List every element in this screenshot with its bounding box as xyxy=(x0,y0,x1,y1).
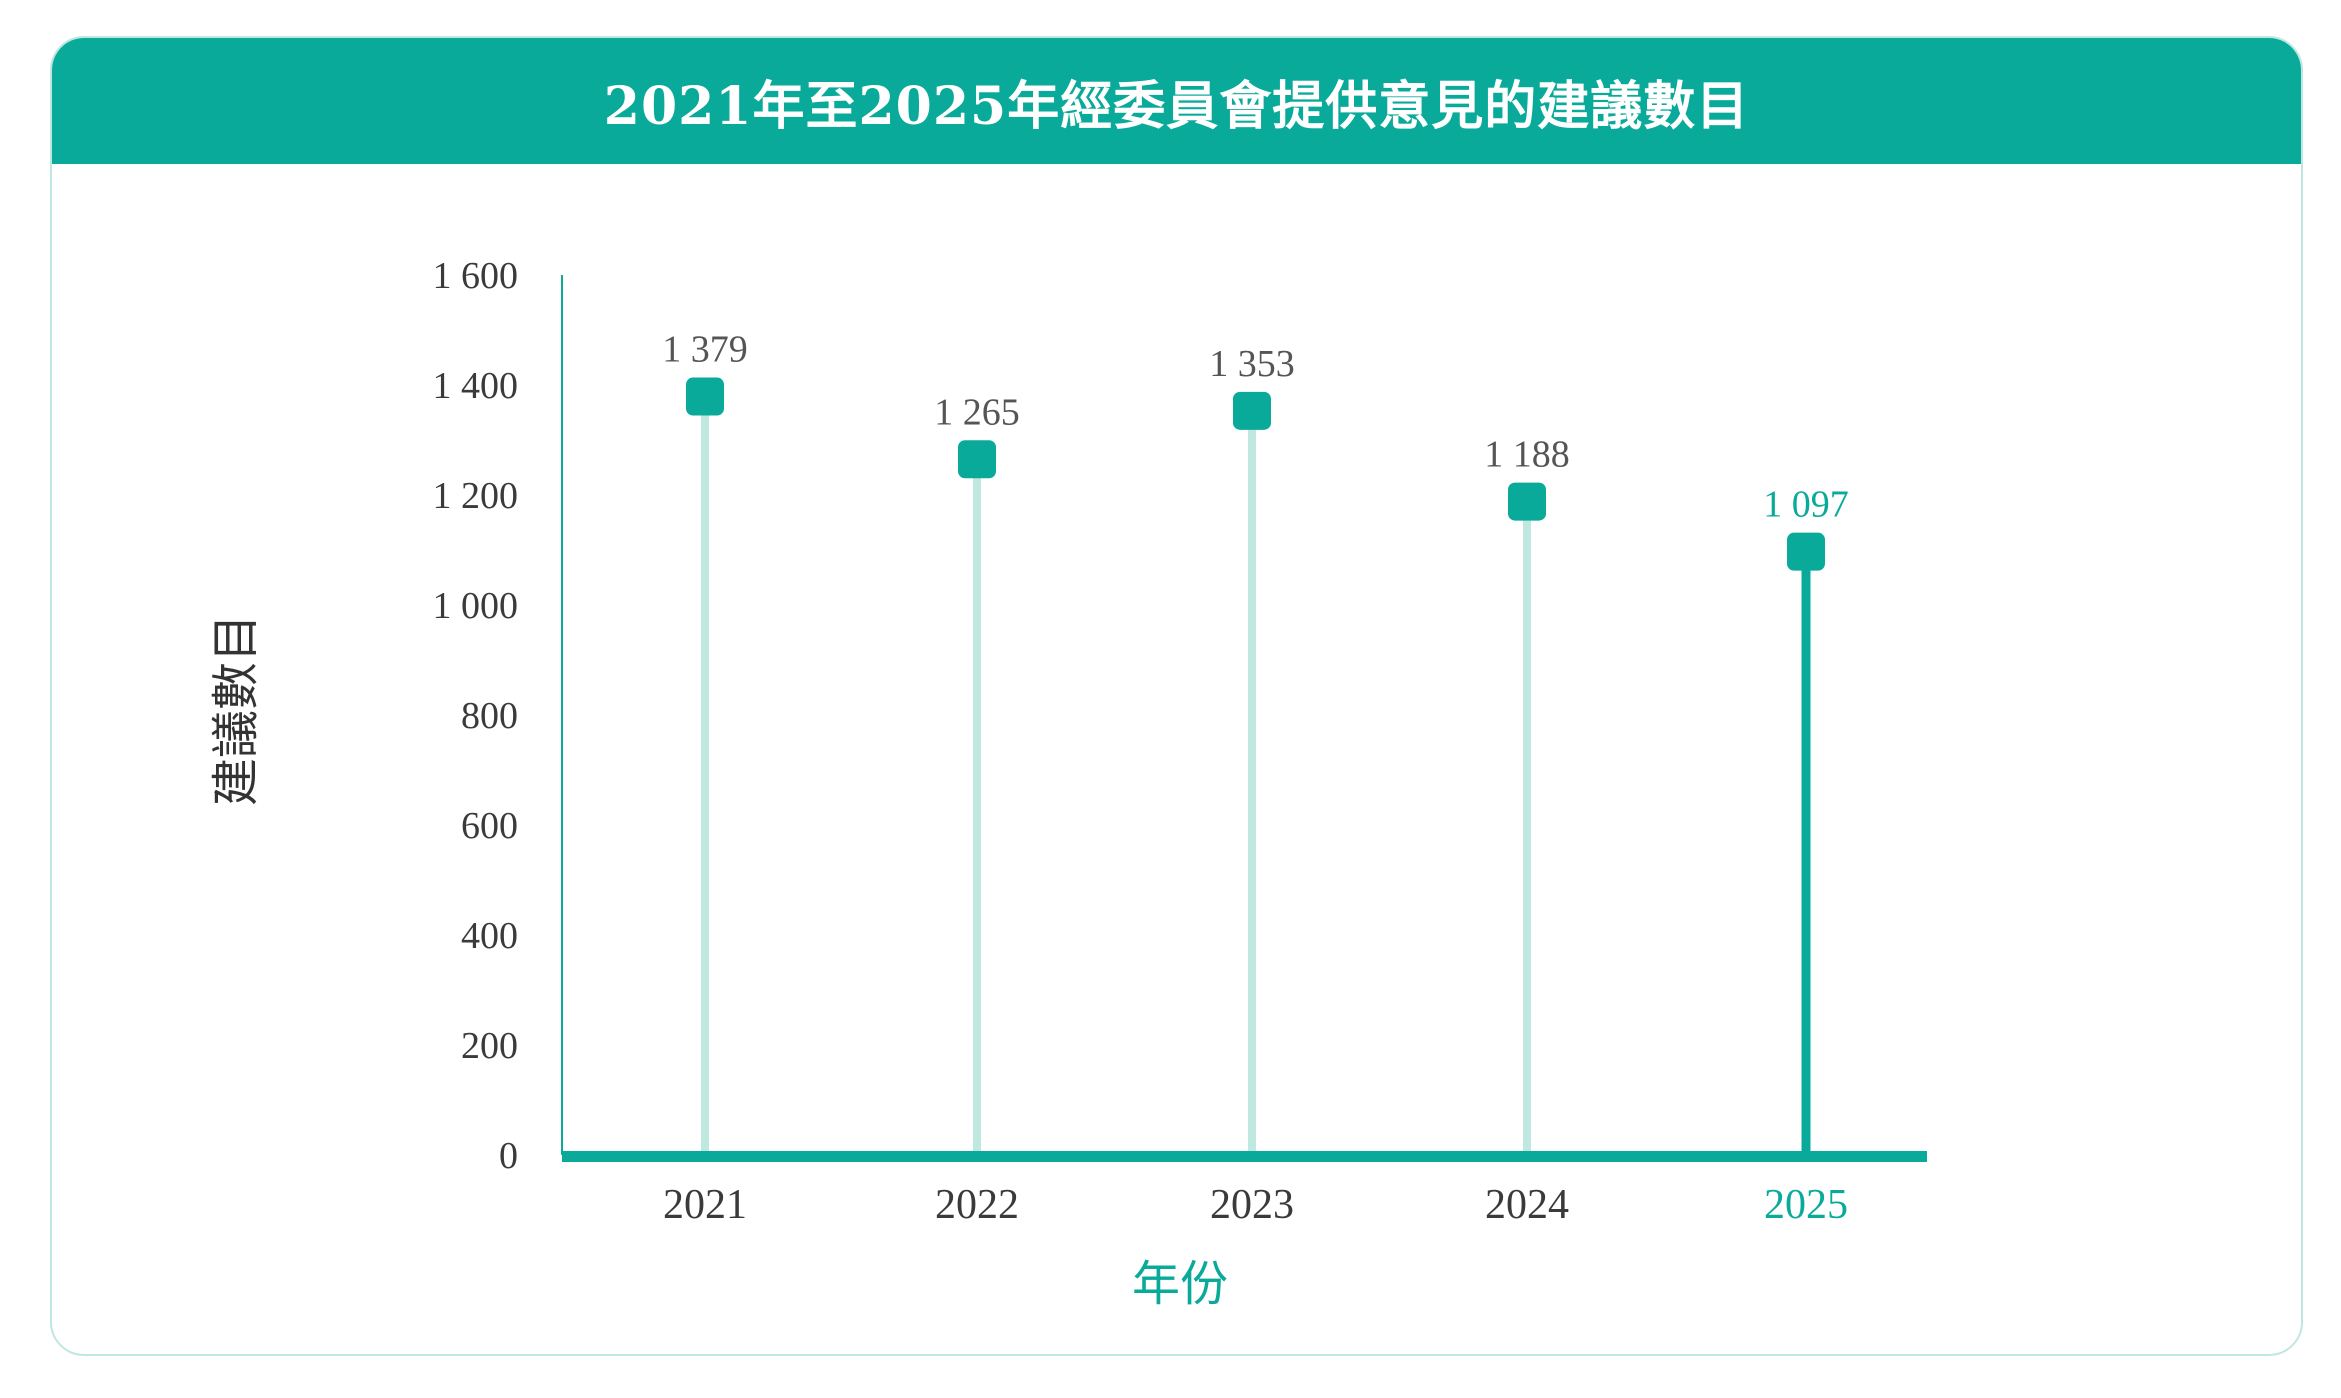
x-tick-label: 2021 xyxy=(663,1182,747,1228)
stems xyxy=(701,396,1811,1155)
data-point-marker xyxy=(686,377,724,416)
data-labels: 1 379 1 265 1 353 1 188 1 097 xyxy=(662,329,1849,526)
y-axis: 0 200 400 600 800 1 000 1 200 1 400 1 600 xyxy=(433,255,563,1177)
y-tick-label: 1 600 xyxy=(433,255,519,297)
y-tick-label: 1 200 xyxy=(433,475,519,517)
y-tick-label: 600 xyxy=(461,805,518,847)
data-label: 1 097 xyxy=(1763,484,1849,526)
markers xyxy=(686,377,1825,571)
y-tick-label: 200 xyxy=(461,1025,518,1067)
y-tick-label: 800 xyxy=(461,695,518,737)
y-tick-label: 1 400 xyxy=(433,365,519,407)
data-label: 1 379 xyxy=(662,329,748,371)
chart-card: 2021年至2025年經委員會提供意見的建議數目 xyxy=(50,36,2303,1356)
data-point-marker xyxy=(958,440,996,479)
x-tick-label: 2025 xyxy=(1764,1182,1848,1228)
x-axis-line xyxy=(562,1151,1927,1162)
x-axis-title: 年份 xyxy=(1132,1256,1228,1312)
x-tick-label: 2022 xyxy=(935,1182,1019,1228)
y-tick-label: 0 xyxy=(499,1135,518,1177)
y-tick-label: 1 000 xyxy=(433,585,519,627)
y-tick-label: 400 xyxy=(461,915,518,957)
data-point-marker xyxy=(1233,391,1271,430)
y-axis-title: 建議數目 xyxy=(208,614,264,806)
chart-title: 2021年至2025年經委員會提供意見的建議數目 xyxy=(603,75,1750,137)
x-axis: 2021 2022 2023 2024 2025 xyxy=(562,1151,1927,1228)
data-point-marker xyxy=(1508,482,1546,521)
data-label: 1 265 xyxy=(934,391,1020,433)
data-label: 1 188 xyxy=(1484,434,1570,476)
data-point-marker xyxy=(1787,532,1825,571)
x-tick-label: 2024 xyxy=(1485,1182,1569,1228)
x-tick-label: 2023 xyxy=(1210,1182,1294,1228)
chart-header: 2021年至2025年經委員會提供意見的建議數目 xyxy=(52,38,2301,164)
data-label: 1 353 xyxy=(1209,343,1295,385)
